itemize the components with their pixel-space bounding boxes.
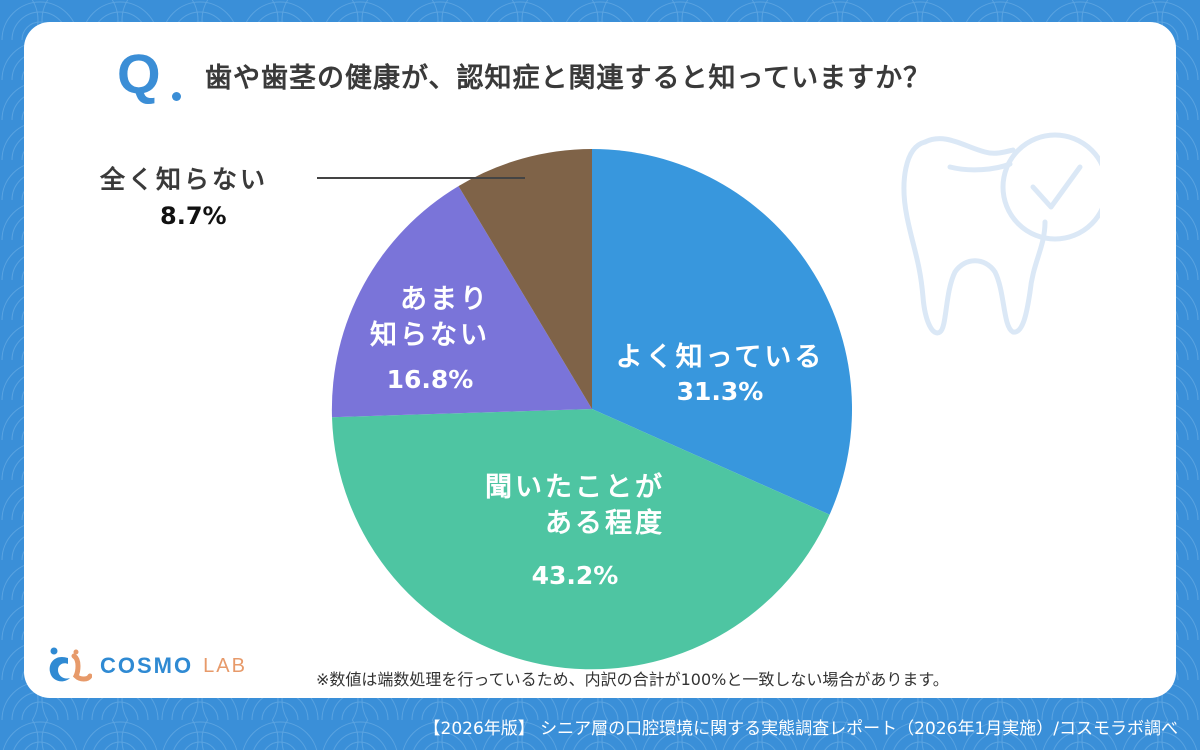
cosmo-lab-logo: COSMO LAB [46, 646, 247, 686]
question-dot [172, 92, 181, 101]
label-well-known: よく知っている 31.3% [605, 340, 835, 408]
logo-mark-icon [49, 647, 92, 682]
slice-well-known [592, 149, 853, 515]
leader-line [317, 177, 525, 179]
label-heard-some-value: 43.2% [531, 561, 619, 590]
logo-lab-text: LAB [203, 654, 247, 677]
label-heard-some: 聞いたことが ある程度 43.2% [465, 470, 685, 592]
label-not-much-line2: 知らない [370, 320, 490, 351]
label-not-at-all-name: 全く知らない [100, 165, 269, 194]
pie-chart [331, 149, 853, 670]
slice-not-at-all [458, 149, 592, 409]
tooth-check-icon [901, 132, 1100, 336]
label-not-much-value: 16.8% [386, 365, 474, 394]
question-mark-q: Q [117, 42, 161, 105]
label-not-much-line1: あまり [400, 284, 490, 315]
question-title: 歯や歯茎の健康が、認知症と関連すると知っていますか？ [205, 63, 932, 94]
label-well-known-name: よく知っている [615, 342, 825, 373]
rounding-note: ※数値は端数処理を行っているため、内訳の合計が100%と一致しない場合があります… [316, 670, 949, 689]
label-not-at-all-value: 8.7% [160, 202, 227, 230]
label-heard-some-line1: 聞いたことが [485, 472, 665, 503]
slice-not-much [331, 186, 592, 418]
label-not-much: あまり 知らない 16.8% [365, 282, 495, 396]
label-heard-some-line2: ある程度 [545, 508, 665, 539]
source-footer: 【2026年版】 シニア層の口腔環境に関する実態調査レポート（2026年1月実施… [423, 719, 1178, 739]
slice-heard-some [332, 409, 830, 670]
logo-cosmo-text: COSMO [100, 653, 194, 678]
label-well-known-value: 31.3% [676, 377, 764, 406]
